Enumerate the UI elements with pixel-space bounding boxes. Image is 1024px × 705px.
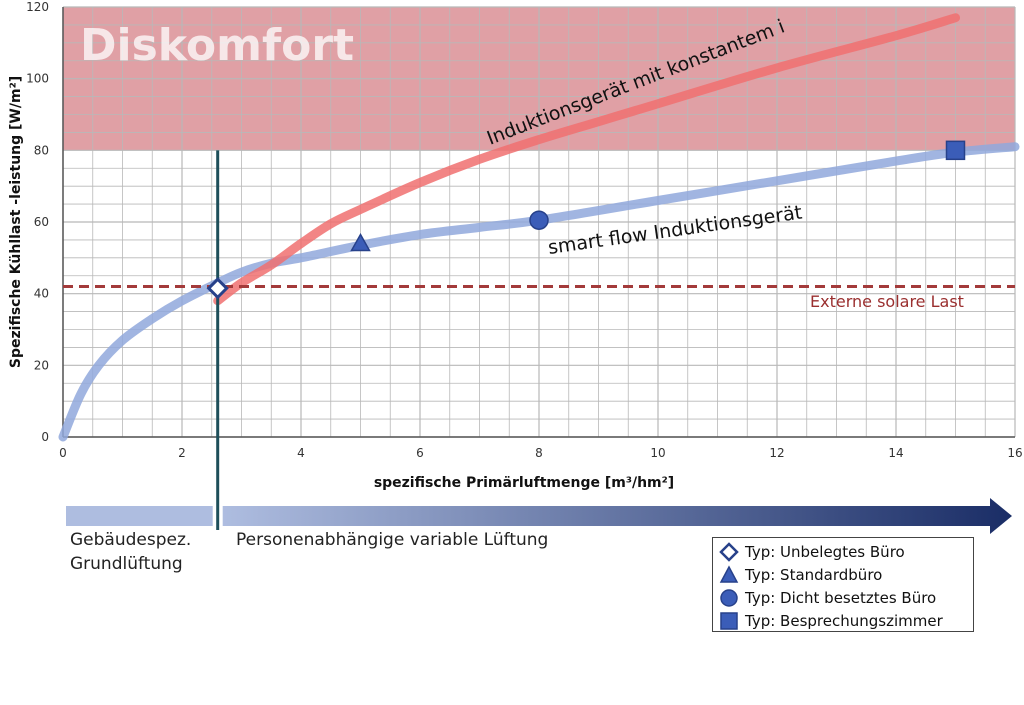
legend-item-unbelegtes-buero: Typ: Unbelegtes Büro <box>719 540 967 563</box>
triangle-icon <box>719 564 739 583</box>
x-tick-label: 4 <box>297 446 305 460</box>
x-tick-label: 10 <box>650 446 665 460</box>
marker-dicht-besetztes-buero <box>529 210 549 230</box>
variable-ventilation-label: Personenabhängige variable Lüftung <box>236 530 549 550</box>
y-tick-label: 120 <box>26 0 49 14</box>
chart-axes: 0 2 4 6 8 10 12 14 16 0 20 40 60 80 100 120 spezifische … <box>8 0 1023 491</box>
legend-item-standardbuero: Typ: Standardbüro <box>719 563 967 586</box>
basic-ventilation-label: Gebäudespez. Grundlüftung <box>70 528 191 576</box>
y-tick-label: 60 <box>34 215 49 229</box>
diamond-icon <box>719 541 739 562</box>
x-tick-label: 14 <box>888 446 903 460</box>
legend-label: Typ: Standardbüro <box>745 565 883 584</box>
ventilation-arrow <box>66 498 1012 534</box>
x-tick-label: 2 <box>178 446 186 460</box>
marker-besprechungszimmer <box>945 140 966 161</box>
series-constant-induction <box>213 13 960 306</box>
marker-standardbuero <box>350 232 371 252</box>
square-icon <box>720 611 738 630</box>
legend-label: Typ: Unbelegtes Büro <box>745 542 905 561</box>
x-tick-label: 6 <box>416 446 424 460</box>
chart-markers <box>206 140 966 300</box>
x-axis-title: spezifische Primärluftmenge [m³/hm²] <box>374 475 674 491</box>
label-external-solar-load: Externe solare Last <box>810 292 964 311</box>
y-tick-label: 80 <box>34 143 49 157</box>
y-tick-label: 20 <box>34 358 49 372</box>
y-axis-title: Spezifische Kühllast -leistung [W/m²] <box>8 76 24 368</box>
y-tick-label: 40 <box>34 287 49 301</box>
variable-ventilation-arrow <box>222 498 1012 534</box>
legend-item-dicht-besetztes-buero: Typ: Dicht besetztes Büro <box>719 586 967 609</box>
legend-label: Typ: Besprechungszimmer <box>745 611 943 630</box>
x-tick-label: 0 <box>59 446 67 460</box>
circle-icon <box>720 588 738 607</box>
chart-series <box>58 13 1020 530</box>
y-tick-label: 0 <box>41 430 49 444</box>
series-smart-flow <box>58 142 1020 442</box>
discomfort-zone-title: Diskomfort <box>80 20 354 71</box>
marker-legend: Typ: Unbelegtes Büro Typ: Standardbüro T… <box>712 537 974 632</box>
marker-unbelegtes-buero <box>206 277 229 300</box>
x-tick-label: 12 <box>769 446 784 460</box>
basic-ventilation-line2: Grundlüftung <box>70 554 183 574</box>
y-tick-label: 100 <box>26 72 49 86</box>
basic-ventilation-line1: Gebäudespez. <box>70 530 192 550</box>
legend-item-besprechungszimmer: Typ: Besprechungszimmer <box>719 609 967 632</box>
legend-label: Typ: Dicht besetztes Büro <box>745 588 937 607</box>
x-tick-label: 8 <box>535 446 543 460</box>
x-tick-label: 16 <box>1007 446 1022 460</box>
basic-ventilation-bar <box>66 506 213 526</box>
